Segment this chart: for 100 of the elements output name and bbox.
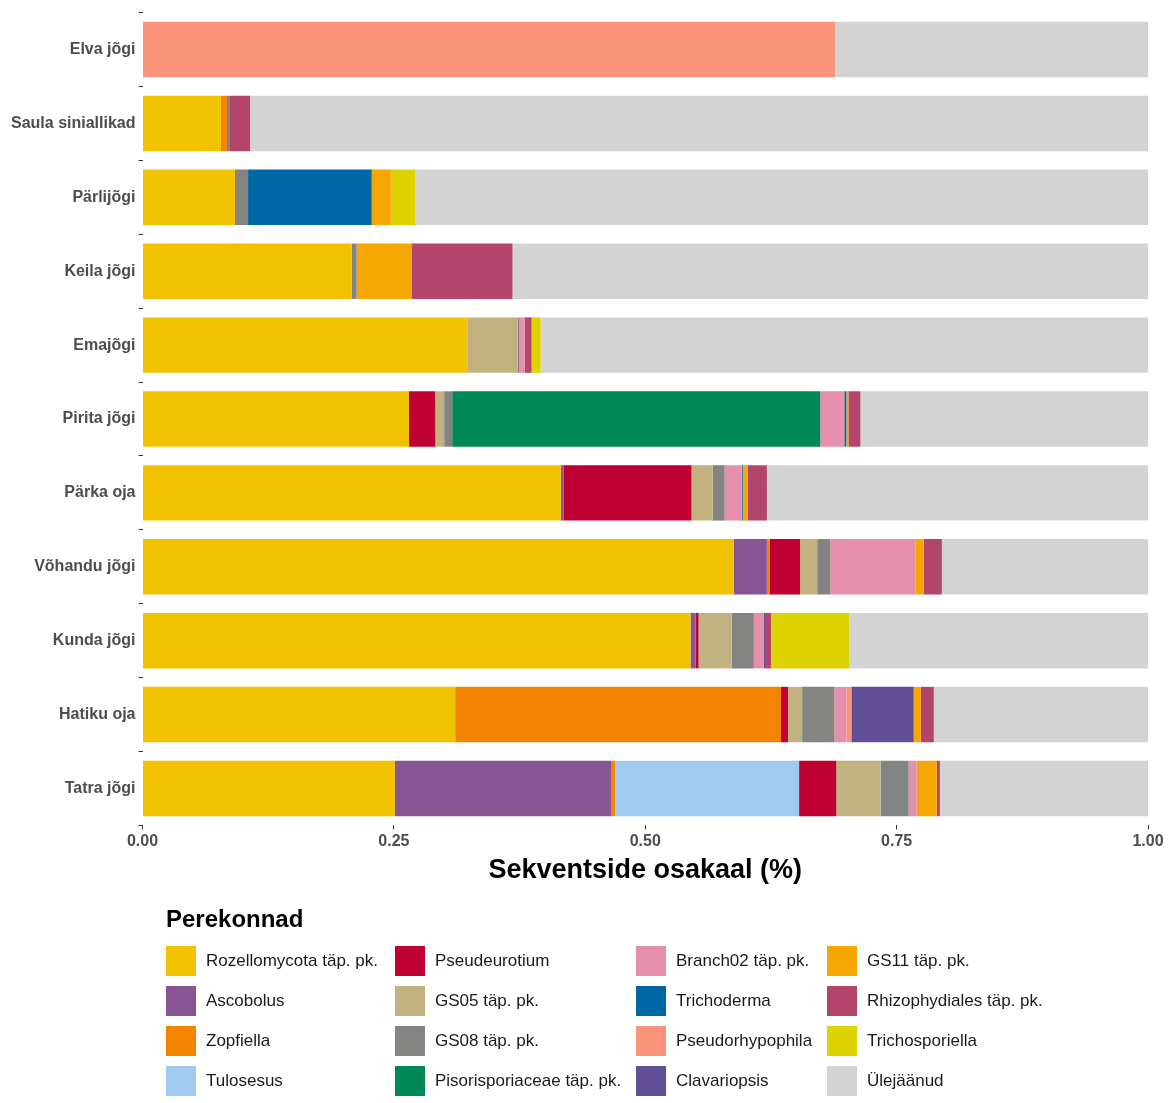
bar xyxy=(799,760,837,817)
x-tick-label: 0.75 xyxy=(881,832,913,850)
bar xyxy=(846,686,852,743)
bar xyxy=(517,317,520,373)
legend-label: Rhizophydiales täp. pk. xyxy=(867,991,1043,1011)
bar xyxy=(848,391,861,447)
bar xyxy=(455,686,781,743)
bar xyxy=(851,686,914,743)
bar xyxy=(143,760,395,817)
bar xyxy=(414,169,1148,226)
bar xyxy=(411,243,513,299)
bar xyxy=(923,539,942,595)
bar xyxy=(250,95,1148,152)
bar xyxy=(356,243,412,299)
x-tick-label: 1.00 xyxy=(1132,832,1164,850)
bar xyxy=(512,243,1148,299)
y-tick-label: Hatiku oja xyxy=(59,704,136,722)
legend-label: GS05 täp. pk. xyxy=(435,991,539,1011)
bar xyxy=(820,391,845,447)
bar xyxy=(834,686,847,743)
bar xyxy=(780,686,789,743)
bar xyxy=(143,169,236,226)
bar xyxy=(143,391,409,447)
x-tick-label: 0.25 xyxy=(378,832,410,850)
bar xyxy=(753,612,764,669)
y-tick-label: Emajõgi xyxy=(73,335,136,353)
bar xyxy=(691,465,713,521)
legend-label: Pisorisporiaceae täp. pk. xyxy=(435,1071,622,1091)
bar xyxy=(933,686,1148,743)
bar xyxy=(467,317,518,373)
bar xyxy=(916,760,937,817)
bar xyxy=(941,539,1148,595)
y-tick-label: Elva jõgi xyxy=(69,39,136,57)
bar xyxy=(763,612,766,669)
bar xyxy=(860,391,1148,447)
bar xyxy=(836,760,881,817)
legend-label: Ülejäänud xyxy=(867,1071,944,1091)
bar xyxy=(731,612,754,669)
bar xyxy=(519,317,525,373)
y-tick-label: Tatra jõgi xyxy=(64,778,136,796)
bar xyxy=(444,391,453,447)
bar xyxy=(712,465,725,521)
bar xyxy=(766,465,1148,521)
y-tick-label: Kunda jõgi xyxy=(52,631,136,649)
legend-label: Branch02 täp. pk. xyxy=(676,951,810,971)
bar xyxy=(226,95,230,152)
x-tick-label: 0.00 xyxy=(126,832,159,850)
bar xyxy=(563,465,692,521)
bar xyxy=(220,95,227,152)
x-tick-label: 0.50 xyxy=(629,832,661,850)
legend-label: Pseudorhypophila xyxy=(676,1031,813,1051)
y-tick-label: Pärka oja xyxy=(64,483,136,501)
bar xyxy=(143,465,561,521)
bar xyxy=(880,760,909,817)
bar xyxy=(143,539,734,595)
bar xyxy=(920,686,934,743)
bar xyxy=(742,465,748,521)
bar xyxy=(698,612,732,669)
legend-label: Clavariopsis xyxy=(676,1071,769,1091)
legend-label: Rozellomycota täp. pk. xyxy=(206,951,378,971)
bar xyxy=(849,612,1148,669)
bar xyxy=(560,465,564,521)
bar xyxy=(371,169,391,226)
y-tick-label: Pirita jõgi xyxy=(62,409,136,427)
bar xyxy=(229,95,251,152)
bar xyxy=(611,760,616,817)
legend-label: GS11 täp. pk. xyxy=(867,951,970,971)
bar xyxy=(408,391,436,447)
bar xyxy=(524,317,532,373)
bar xyxy=(770,612,850,669)
y-tick-label: Võhandu jõgi xyxy=(34,557,136,575)
legend-label: Tulosesus xyxy=(206,1071,283,1091)
x-axis-title: Sekventside osakaal (%) xyxy=(488,854,803,885)
bar xyxy=(802,686,835,743)
bar xyxy=(817,539,831,595)
bar xyxy=(452,391,821,447)
bar xyxy=(435,391,445,447)
bar xyxy=(531,317,541,373)
y-tick-label: Keila jõgi xyxy=(64,261,136,279)
bar xyxy=(788,686,803,743)
legend-label: Trichosporiella xyxy=(867,1031,977,1051)
bar xyxy=(769,539,801,595)
bar xyxy=(915,539,924,595)
bar xyxy=(939,760,1148,817)
bar xyxy=(235,169,249,226)
y-tick-label: Saula siniallikad xyxy=(11,113,136,131)
legend-label: Ascobolus xyxy=(206,991,285,1011)
bar xyxy=(143,95,221,152)
legend-title: Perekonnad xyxy=(166,905,305,933)
legend-label: Zopfiella xyxy=(206,1031,271,1051)
legend-label: Trichoderma xyxy=(676,991,771,1011)
bar xyxy=(830,539,916,595)
bar xyxy=(936,760,940,817)
bar xyxy=(143,612,691,669)
bar xyxy=(143,317,468,373)
bar xyxy=(143,21,836,78)
bar xyxy=(615,760,800,817)
bar xyxy=(800,539,818,595)
bar xyxy=(765,612,771,669)
bar xyxy=(143,243,352,299)
